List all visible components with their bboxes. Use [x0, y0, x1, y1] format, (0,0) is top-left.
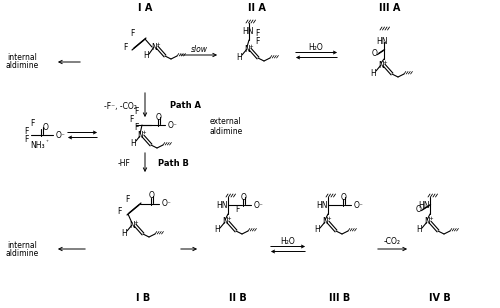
- Text: I A: I A: [138, 3, 152, 13]
- Text: HN: HN: [316, 201, 328, 209]
- Text: H: H: [214, 225, 220, 234]
- Text: N: N: [424, 217, 430, 226]
- Text: F: F: [30, 120, 34, 128]
- Text: O: O: [156, 112, 162, 121]
- Text: -CO₂: -CO₂: [384, 237, 400, 245]
- Text: internal: internal: [7, 54, 37, 63]
- Text: II B: II B: [229, 293, 247, 303]
- Text: O⁻: O⁻: [168, 120, 178, 129]
- Text: F: F: [24, 127, 28, 136]
- Text: aldimine: aldimine: [6, 62, 38, 71]
- Text: IV B: IV B: [429, 293, 451, 303]
- Text: +: +: [156, 42, 160, 47]
- Text: H: H: [121, 229, 127, 237]
- Text: N: N: [222, 217, 228, 226]
- Text: Path A: Path A: [170, 102, 201, 111]
- Text: II A: II A: [248, 3, 266, 13]
- Text: N: N: [244, 44, 250, 54]
- Text: H: H: [314, 225, 320, 234]
- Text: O: O: [416, 205, 422, 214]
- Text: III A: III A: [380, 3, 400, 13]
- Text: internal: internal: [7, 241, 37, 249]
- Text: F: F: [117, 208, 121, 217]
- Text: +: +: [248, 43, 254, 48]
- Text: N: N: [129, 221, 135, 229]
- Text: O: O: [149, 192, 155, 201]
- Text: HN: HN: [216, 201, 228, 209]
- Text: ⁺: ⁺: [46, 140, 49, 145]
- Text: N: N: [137, 132, 143, 140]
- Text: F: F: [24, 135, 28, 144]
- Text: Path B: Path B: [158, 159, 189, 168]
- Text: NH₃: NH₃: [30, 141, 46, 151]
- Text: H: H: [130, 139, 136, 148]
- Text: H: H: [416, 225, 422, 234]
- Text: +: +: [428, 217, 434, 221]
- Text: III B: III B: [330, 293, 350, 303]
- Text: aldimine: aldimine: [210, 128, 243, 136]
- Text: +: +: [326, 217, 332, 221]
- Text: +: +: [382, 59, 388, 64]
- Text: O: O: [372, 50, 378, 59]
- Text: F: F: [255, 30, 260, 38]
- Text: N: N: [151, 43, 157, 51]
- Text: aldimine: aldimine: [6, 249, 38, 257]
- Text: O⁻: O⁻: [354, 201, 364, 209]
- Text: F: F: [255, 37, 260, 46]
- Text: O⁻: O⁻: [56, 131, 66, 140]
- Text: slow: slow: [190, 44, 208, 54]
- Text: +: +: [134, 220, 138, 225]
- Text: F: F: [134, 123, 138, 132]
- Text: O⁻: O⁻: [162, 200, 172, 209]
- Text: O⁻: O⁻: [254, 201, 264, 209]
- Text: HN: HN: [376, 38, 388, 47]
- Text: F: F: [235, 205, 240, 213]
- Text: F: F: [125, 196, 129, 205]
- Text: F: F: [123, 43, 127, 51]
- Text: -HF: -HF: [118, 159, 130, 168]
- Text: O: O: [241, 192, 247, 201]
- Text: +: +: [226, 217, 232, 221]
- Text: O: O: [341, 192, 347, 201]
- Text: F: F: [130, 29, 134, 38]
- Text: I B: I B: [136, 293, 150, 303]
- Text: O: O: [43, 123, 49, 132]
- Text: H₂O: H₂O: [280, 237, 295, 245]
- Text: -F⁻, -CO₂: -F⁻, -CO₂: [104, 102, 136, 111]
- Text: N: N: [378, 60, 384, 70]
- Text: HN: HN: [418, 201, 430, 209]
- Text: F: F: [129, 115, 133, 124]
- Text: +: +: [142, 131, 146, 136]
- Text: external: external: [210, 117, 242, 127]
- Text: H: H: [143, 51, 149, 60]
- Text: F: F: [134, 107, 138, 116]
- Text: HN: HN: [242, 26, 254, 35]
- Text: H: H: [236, 52, 242, 62]
- Text: H₂O: H₂O: [308, 43, 324, 51]
- Text: H: H: [370, 68, 376, 78]
- Text: N: N: [322, 217, 328, 226]
